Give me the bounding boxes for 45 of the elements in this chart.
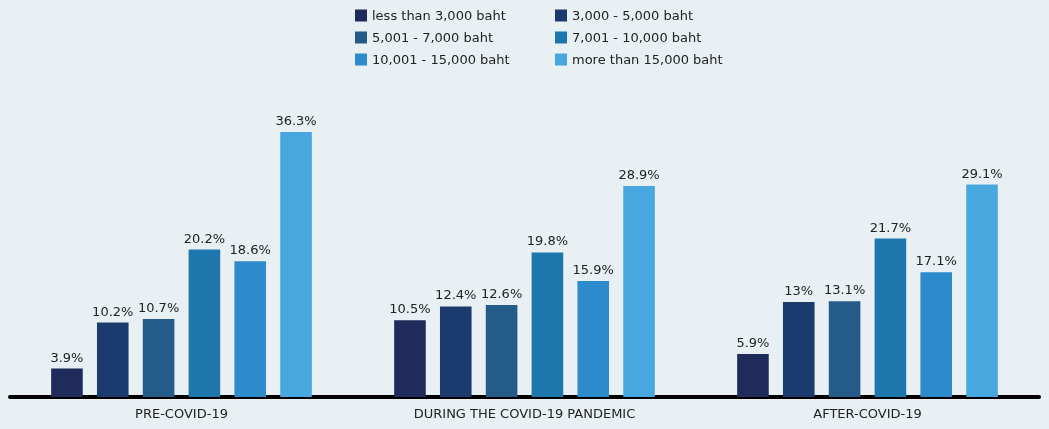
bar — [485, 305, 518, 397]
legend-label: 5,001 - 7,000 baht — [372, 30, 494, 45]
data-label: 5.9% — [736, 334, 770, 350]
data-label: 29.1% — [961, 165, 1003, 181]
bar — [782, 302, 815, 397]
bar — [394, 320, 426, 397]
x-tick-label: PRE-COVID-19 — [135, 406, 228, 421]
x-tick-label: AFTER-COVID-19 — [813, 406, 922, 421]
data-label: 19.8% — [526, 233, 569, 249]
bar — [966, 184, 998, 397]
legend-label: more than 15,000 baht — [572, 52, 723, 67]
bar — [623, 186, 655, 397]
legend-label: 10,001 - 15,000 baht — [372, 52, 510, 67]
bar — [96, 322, 129, 397]
data-label: 20.2% — [183, 230, 226, 246]
bar — [737, 353, 769, 397]
data-label: 12.4% — [435, 287, 477, 303]
bar — [234, 261, 267, 397]
bar — [531, 252, 564, 397]
bar — [920, 272, 953, 397]
data-label: 28.9% — [618, 167, 660, 183]
data-label: 21.7% — [869, 219, 912, 235]
data-label: 17.1% — [915, 253, 957, 269]
data-label: 13.1% — [823, 282, 866, 298]
legend-label: 3,000 - 5,000 baht — [572, 8, 694, 23]
bar — [188, 249, 221, 397]
data-label: 10.7% — [137, 299, 180, 315]
bar — [280, 132, 312, 397]
data-label: 18.6% — [229, 242, 271, 258]
data-label: 10.2% — [92, 303, 134, 319]
x-tick-label: DURING THE COVID-19 PANDEMIC — [413, 406, 636, 421]
bar — [142, 318, 175, 397]
data-label: 36.3% — [275, 113, 317, 129]
data-label: 10.5% — [389, 301, 431, 317]
data-label: 3.9% — [50, 349, 84, 365]
bar — [439, 306, 472, 397]
bar — [874, 238, 907, 397]
bar — [51, 368, 83, 397]
bar — [577, 280, 610, 397]
data-label: 13% — [784, 283, 814, 299]
legend-label: less than 3,000 baht — [372, 8, 506, 23]
bar — [828, 301, 861, 397]
legend-label: 7,001 - 10,000 baht — [572, 30, 702, 45]
data-label: 12.6% — [480, 286, 523, 302]
data-label: 15.9% — [572, 261, 614, 277]
